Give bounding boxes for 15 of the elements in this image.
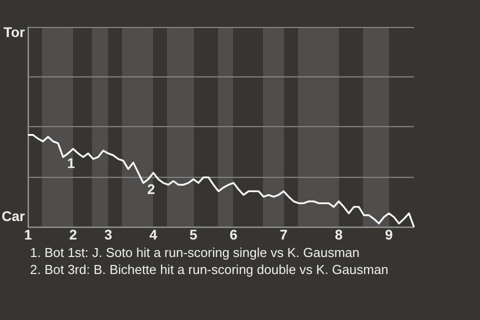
x-tick-label: 3 (104, 226, 112, 242)
x-tick-label: 2 (69, 226, 78, 242)
text: Car (2, 208, 26, 224)
annotation: 1 (67, 155, 75, 172)
x-tick-label: 5 (190, 226, 198, 242)
text: Tor (3, 24, 26, 40)
x-tick-label: 9 (385, 226, 394, 242)
text: 1. Bot 1st: J. Soto hit a run-scoring single vs K. Gausman (30, 244, 360, 261)
annotation: 2 (147, 181, 156, 198)
x-tick-label: 1 (24, 226, 32, 242)
x-tick-label: 8 (334, 226, 343, 242)
text: 2. Bot 3rd: B. Bichette hit a run-scoring double vs K. Gausman (30, 261, 388, 278)
x-tick-label: 4 (149, 226, 158, 242)
x-tick-label: 7 (280, 226, 288, 242)
x-tick-label: 6 (230, 226, 238, 242)
